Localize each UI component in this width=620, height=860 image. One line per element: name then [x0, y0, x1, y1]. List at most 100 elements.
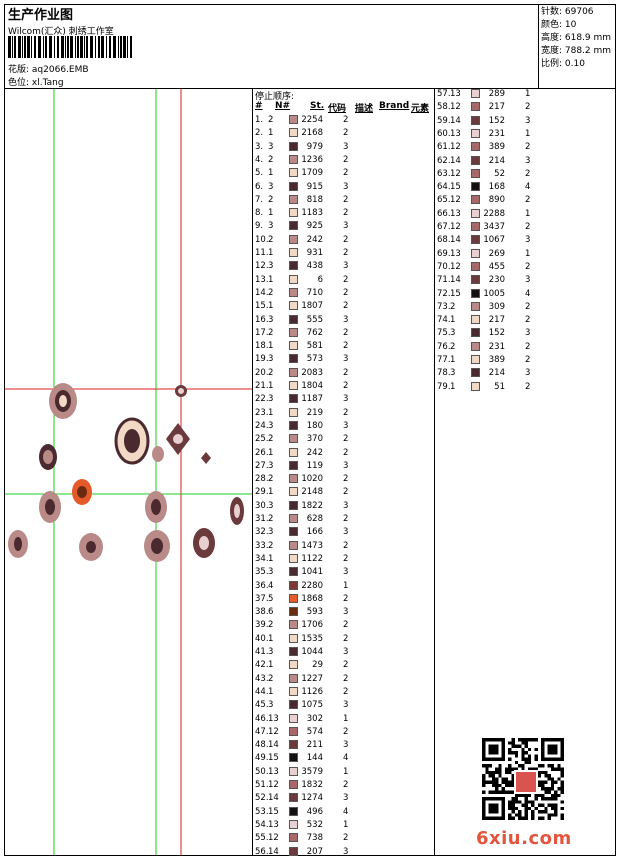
- stop-index: 12.: [255, 261, 269, 272]
- element-code: 2: [343, 447, 349, 458]
- stop-index: 1.: [255, 115, 264, 125]
- stop-index: 18.: [255, 341, 269, 352]
- color-swatch: [289, 115, 298, 124]
- header-divider: [4, 88, 616, 89]
- stop-index: 17.: [255, 327, 269, 338]
- color-swatch: [289, 726, 298, 736]
- stop-index: 5.: [255, 168, 264, 179]
- stop-index: 70.: [437, 261, 451, 272]
- stitch-count: 1041: [301, 567, 323, 578]
- stitch-count: 555: [306, 314, 323, 325]
- stitch-count: 2168: [301, 128, 323, 139]
- table-row: 75. 3 152 3: [437, 328, 617, 341]
- needle-number: 2: [268, 367, 274, 378]
- needle-number: 13: [268, 766, 279, 777]
- stop-index: 45.: [255, 700, 269, 711]
- stitch-count: 628: [306, 514, 323, 524]
- stitch-count: 269: [488, 248, 505, 259]
- element-code: 2: [343, 726, 349, 737]
- color-swatch: [289, 793, 298, 803]
- needle-number: 5: [268, 593, 274, 604]
- stop-index: 9.: [255, 221, 264, 232]
- element-code: 2: [525, 222, 531, 232]
- color-swatch: [289, 474, 298, 484]
- stop-index: 48.: [255, 740, 269, 751]
- needle-number: 2: [268, 234, 274, 245]
- element-code: 3: [343, 314, 349, 325]
- element-code: 1: [525, 89, 531, 99]
- table-row: 60. 13 231 1: [437, 128, 617, 142]
- color-swatch: [289, 540, 298, 550]
- stitch-count: 3579: [301, 766, 323, 777]
- stitch-count: 1706: [301, 620, 323, 631]
- stitch-count: 370: [306, 434, 323, 445]
- color-swatch: [289, 381, 298, 390]
- stitch-count: 152: [488, 328, 505, 339]
- element-code: 1: [525, 128, 531, 139]
- element-code: 2: [343, 633, 349, 644]
- table-row: 13. 1 6 2: [255, 274, 435, 288]
- needle-number: 2: [268, 287, 274, 298]
- color-swatch: [289, 806, 298, 816]
- color-swatch: [289, 394, 298, 404]
- element-code: 2: [343, 194, 349, 205]
- color-swatch: [289, 580, 298, 590]
- needle-number: 1: [268, 447, 274, 458]
- color-swatch: [289, 460, 298, 470]
- stitch-count: 496: [306, 806, 323, 817]
- stitch-count: 51: [494, 381, 505, 392]
- table-row: 76. 2 231 2: [437, 341, 617, 355]
- table-row: 63. 12 52 2: [437, 168, 617, 182]
- stop-index: 58.: [437, 102, 451, 113]
- table-row: 49. 15 144 4: [255, 753, 435, 766]
- color-swatch: [471, 195, 480, 205]
- element-code: 2: [343, 660, 349, 671]
- element-code: 2: [525, 102, 531, 113]
- stop-index: 60.: [437, 128, 451, 139]
- table-row: 2. 1 2168 2: [255, 128, 435, 141]
- color-swatch: [471, 248, 480, 258]
- element-code: 1: [343, 819, 349, 830]
- needle-number: 3: [268, 141, 274, 152]
- stop-index: 19.: [255, 354, 269, 365]
- element-code: 3: [343, 181, 349, 192]
- element-code: 3: [525, 115, 531, 126]
- element-code: 2: [525, 142, 531, 153]
- stop-index: 49.: [255, 753, 269, 764]
- element-code: 2: [343, 780, 349, 790]
- element-code: 2: [343, 327, 349, 338]
- stitch-count: 1274: [301, 793, 323, 804]
- stop-index: 65.: [437, 195, 451, 206]
- needle-number: 12: [450, 222, 461, 232]
- needle-number: 14: [450, 275, 461, 286]
- element-code: 3: [343, 700, 349, 711]
- color-swatch: [289, 819, 298, 829]
- stitch-count: 532: [306, 819, 323, 830]
- color-swatch: [471, 102, 480, 112]
- stitch-count: 915: [306, 181, 323, 192]
- table-row: 21. 1 1804 2: [255, 381, 435, 394]
- stitch-count: 214: [488, 155, 505, 166]
- stop-index: 32.: [255, 527, 269, 538]
- stitch-count: 242: [306, 234, 323, 245]
- stop-index: 30.: [255, 500, 269, 511]
- stop-index: 29.: [255, 487, 269, 498]
- element-code: 4: [525, 288, 531, 299]
- table-row: 50. 13 3579 1: [255, 766, 435, 780]
- stop-index: 75.: [437, 328, 451, 339]
- stop-index: 36.: [255, 580, 269, 591]
- element-code: 2: [343, 553, 349, 564]
- table-row: 72. 15 1005 4: [437, 288, 617, 302]
- needle-number: 1: [268, 487, 274, 498]
- needle-number: 12: [268, 833, 279, 844]
- needle-number: 1: [268, 341, 274, 352]
- stitch-count: 针数: 69706: [541, 7, 594, 17]
- color-swatch: [471, 381, 480, 391]
- element-code: 2: [343, 301, 349, 312]
- table-row: 20. 2 2083 2: [255, 367, 435, 381]
- stitch-count: 230: [488, 275, 505, 286]
- stitch-count: 762: [306, 327, 323, 338]
- needle-number: 1: [268, 660, 274, 671]
- stitch-count: 710: [306, 287, 323, 298]
- element-code: 2: [525, 341, 531, 352]
